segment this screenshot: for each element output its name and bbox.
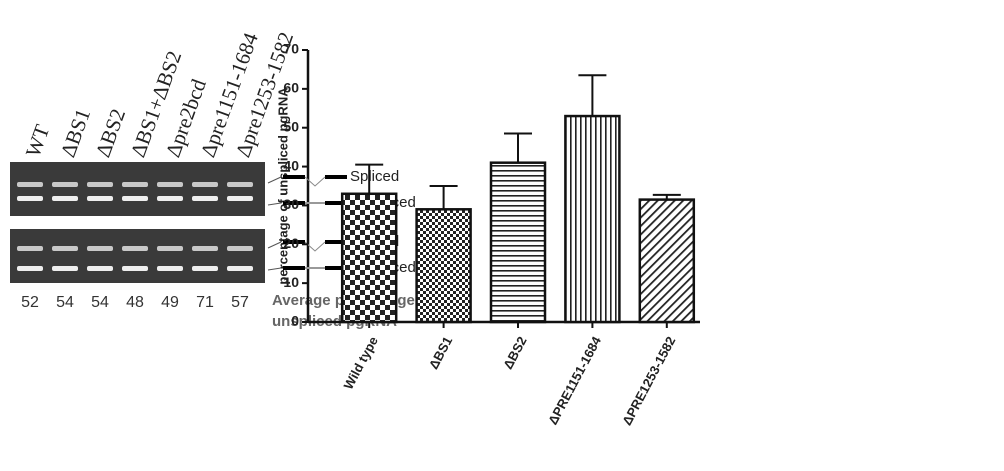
percentage: 71 — [196, 294, 214, 311]
x-tick-label: ΔBS1 — [426, 334, 456, 372]
y-axis-label: percentage of unspliced pgRNA — [275, 87, 290, 285]
percentage: 49 — [161, 294, 179, 311]
bar — [342, 194, 396, 322]
gel-band — [17, 182, 43, 187]
gel-band — [122, 246, 148, 251]
gel-band — [227, 196, 253, 201]
gel-band — [52, 196, 78, 201]
gel-band — [227, 266, 253, 271]
x-tick-label: ΔBS2 — [500, 334, 530, 372]
gel-band — [122, 266, 148, 271]
gel-band — [122, 196, 148, 201]
percentage: 52 — [21, 294, 39, 311]
x-tick-label: ΔPRE1151-1684 — [545, 333, 604, 427]
gel-band — [122, 182, 148, 187]
y-tick-label: 30 — [283, 196, 299, 212]
bar — [417, 209, 471, 322]
gel-band — [52, 266, 78, 271]
y-tick-label: 40 — [283, 157, 299, 173]
band-label: Spliced — [350, 168, 399, 185]
gel-bottom — [10, 229, 265, 283]
bar — [491, 163, 545, 322]
gel-band — [87, 266, 113, 271]
lane-label: WT — [21, 121, 55, 160]
figure: Average percentage of unspliced pgRNA pe… — [0, 0, 1004, 471]
gel-band — [157, 246, 183, 251]
gel-band — [192, 266, 218, 271]
gel-band — [87, 196, 113, 201]
gel-band — [17, 246, 43, 251]
lane-label: ΔBS2 — [91, 105, 131, 160]
y-tick-label: 60 — [283, 80, 299, 96]
lane-label: ΔBS1 — [56, 105, 96, 160]
gel-band — [17, 266, 43, 271]
gel-band — [52, 182, 78, 187]
gel-band — [17, 196, 43, 201]
y-tick-label: 10 — [283, 274, 299, 290]
gel-band — [87, 246, 113, 251]
y-tick-label: 0 — [291, 313, 299, 329]
y-tick-label: 70 — [283, 41, 299, 57]
y-tick-label: 50 — [283, 118, 299, 134]
percentage: 54 — [56, 294, 74, 311]
gel-band — [157, 196, 183, 201]
x-tick-label: Wild type — [341, 334, 381, 392]
gel-band — [192, 196, 218, 201]
percentage: 54 — [91, 294, 109, 311]
x-tick-label: ΔPRE1253-1582 — [619, 334, 678, 428]
gel-band — [192, 246, 218, 251]
gel-band — [192, 182, 218, 187]
gel-top — [10, 162, 265, 216]
percentage: 57 — [231, 294, 249, 311]
gel-band — [157, 266, 183, 271]
gel-band — [157, 182, 183, 187]
gel-band — [227, 182, 253, 187]
y-tick-label: 20 — [283, 235, 299, 251]
percentage: 48 — [126, 294, 144, 311]
bar — [640, 200, 694, 322]
gel-band — [52, 246, 78, 251]
gel-band — [87, 182, 113, 187]
bar — [565, 116, 619, 322]
gel-band — [227, 246, 253, 251]
